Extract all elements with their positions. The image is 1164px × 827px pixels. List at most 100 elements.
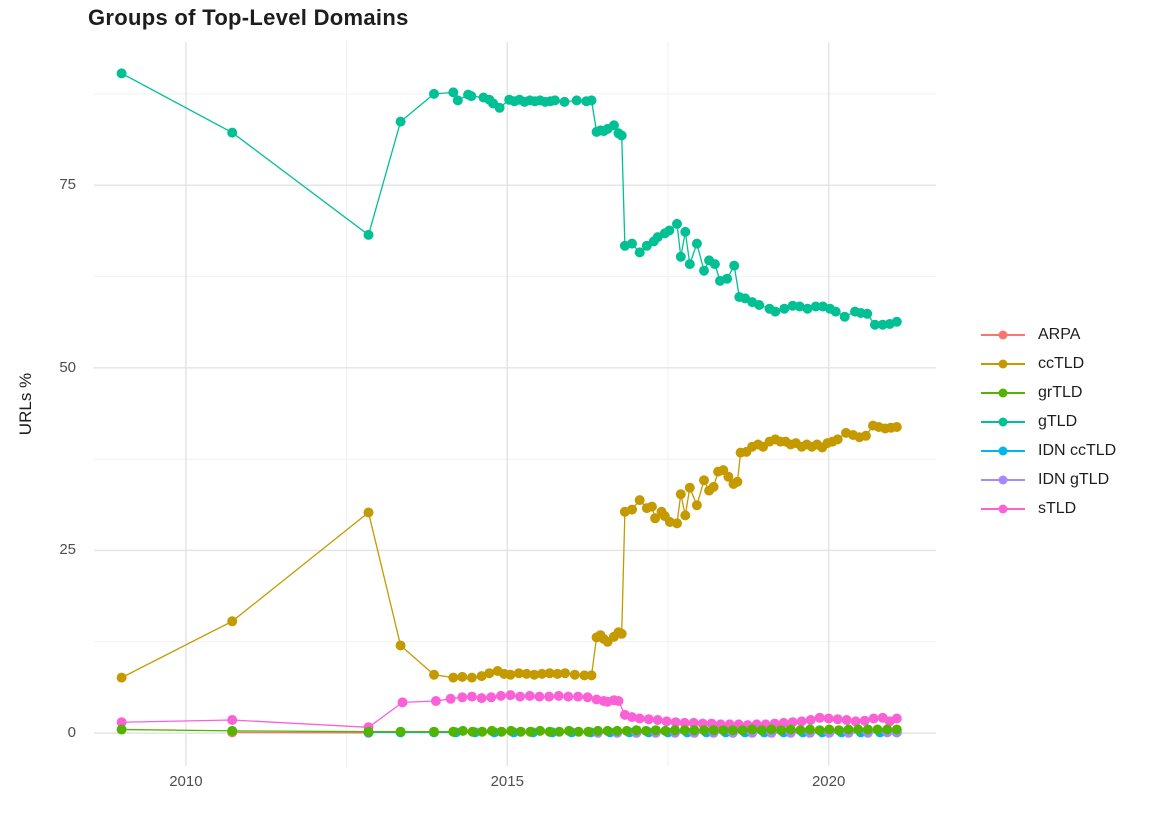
data-point-grTLD: [833, 725, 844, 736]
legend-item-IDN-ccTLD: IDN ccTLD: [980, 436, 1116, 465]
legend-item-ARPA: ARPA: [980, 320, 1116, 349]
data-point-grTLD: [891, 724, 902, 735]
data-point-grTLD: [862, 724, 873, 735]
data-point-grTLD: [766, 724, 777, 735]
data-point-sTLD: [850, 716, 861, 727]
data-point-gTLD: [754, 300, 765, 310]
data-point-ccTLD: [691, 500, 702, 511]
legend-label: gTLD: [1038, 412, 1078, 430]
data-point-gTLD: [609, 120, 619, 131]
data-point-sTLD: [582, 692, 593, 703]
data-point-gTLD: [684, 259, 695, 270]
data-point-sTLD: [652, 715, 663, 725]
data-point-grTLD: [448, 726, 459, 737]
data-point-gTLD: [869, 319, 880, 330]
data-point-gTLD: [395, 116, 406, 127]
data-point-gTLD: [571, 95, 582, 106]
data-point-ccTLD: [448, 672, 459, 683]
data-point-ccTLD: [552, 668, 563, 679]
chart-title: Groups of Top-Level Domains: [88, 5, 409, 30]
data-point-grTLD: [496, 726, 507, 737]
data-point-gTLD: [810, 301, 821, 312]
data-point-sTLD: [457, 692, 468, 703]
data-point-ccTLD: [537, 668, 547, 679]
data-point-sTLD: [505, 690, 516, 701]
data-point-grTLD: [612, 725, 623, 736]
data-point-gTLD: [680, 226, 691, 237]
data-point-grTLD: [486, 725, 497, 736]
data-point-grTLD: [573, 726, 584, 737]
data-point-grTLD: [363, 726, 374, 737]
data-point-grTLD: [670, 725, 680, 736]
y-tick-label-0: 0: [67, 724, 76, 742]
legend-label: IDN gTLD: [1038, 470, 1110, 488]
data-point-sTLD: [832, 714, 843, 725]
data-point-grTLD: [727, 725, 738, 736]
data-point-grTLD: [718, 725, 729, 736]
data-point-gTLD: [494, 102, 505, 113]
data-point-ccTLD: [680, 510, 691, 521]
data-point-ccTLD: [616, 628, 627, 639]
data-point-sTLD: [643, 714, 654, 725]
data-point-grTLD: [805, 724, 815, 735]
data-point-ccTLD: [579, 670, 590, 681]
data-point-ccTLD: [860, 430, 871, 441]
data-point-gTLD: [664, 225, 675, 236]
data-point-ccTLD: [544, 668, 555, 679]
data-point-grTLD: [756, 725, 767, 736]
data-point-sTLD: [563, 691, 574, 702]
data-point-sTLD: [814, 712, 825, 723]
data-point-grTLD: [467, 726, 478, 737]
data-point-grTLD: [429, 726, 439, 737]
data-point-sTLD: [524, 690, 535, 701]
data-point-sTLD: [466, 691, 477, 702]
data-point-gTLD: [448, 87, 459, 98]
data-point-grTLD: [592, 725, 603, 736]
data-point-grTLD: [853, 724, 864, 735]
data-point-sTLD: [891, 713, 902, 724]
data-point-ccTLD: [832, 434, 843, 445]
data-point-sTLD: [430, 696, 441, 706]
legend-key-icon: [981, 475, 1025, 484]
data-point-grTLD: [583, 726, 594, 737]
data-point-gTLD: [709, 259, 720, 270]
legend-label: ARPA: [1038, 325, 1081, 343]
data-point-gTLD: [802, 303, 813, 314]
data-point-grTLD: [525, 726, 536, 737]
legend-key-icon: [981, 388, 1025, 397]
data-point-sTLD: [823, 713, 834, 724]
data-point-ccTLD: [684, 482, 695, 493]
legend-label: IDN ccTLD: [1038, 441, 1117, 459]
data-point-ccTLD: [708, 481, 719, 492]
legend-label: sTLD: [1038, 499, 1077, 517]
data-point-ccTLD: [672, 518, 682, 529]
data-point-ccTLD: [675, 489, 686, 500]
data-point-grTLD: [882, 724, 893, 735]
data-point-grTLD: [843, 724, 854, 735]
data-point-ccTLD: [429, 669, 439, 680]
data-point-gTLD: [794, 301, 805, 312]
data-point-ccTLD: [732, 476, 743, 487]
data-point-gTLD: [227, 127, 238, 138]
data-point-sTLD: [495, 690, 506, 701]
data-point-sTLD: [613, 696, 624, 706]
data-point-gTLD: [452, 95, 463, 106]
data-point-grTLD: [477, 726, 488, 737]
data-point-sTLD: [670, 717, 681, 728]
data-point-sTLD: [116, 717, 127, 728]
data-point-sTLD: [841, 715, 852, 725]
data-point-grTLD: [602, 725, 613, 736]
data-point-ccTLD: [521, 668, 532, 679]
data-point-grTLD: [737, 725, 748, 736]
data-point-sTLD: [661, 716, 672, 727]
data-point-grTLD: [776, 725, 787, 736]
y-tick-label-75: 75: [59, 176, 76, 194]
data-point-sTLD: [868, 713, 879, 724]
data-point-sTLD: [534, 691, 545, 702]
data-point-ccTLD: [560, 668, 571, 679]
data-point-grTLD: [227, 725, 238, 736]
data-point-gTLD: [559, 96, 570, 107]
data-point-ccTLD: [723, 471, 734, 482]
